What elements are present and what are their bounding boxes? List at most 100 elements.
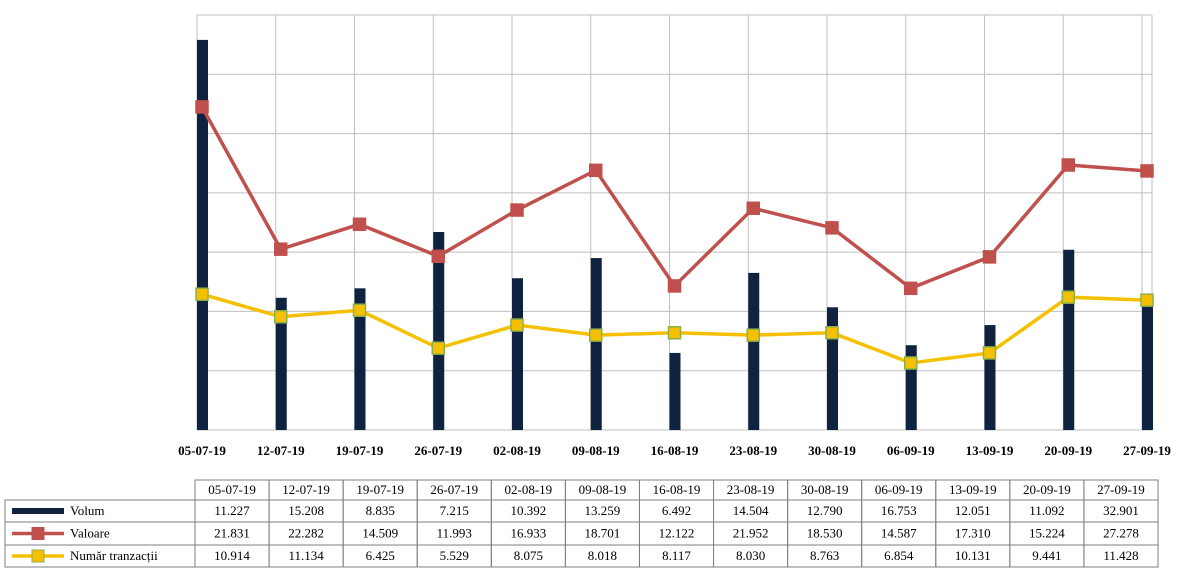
table-value: 14.509 bbox=[362, 525, 398, 540]
marker bbox=[431, 249, 445, 264]
table-value: 32.901 bbox=[1103, 503, 1139, 518]
bar bbox=[827, 307, 838, 430]
x-tick-label: 13-09-19 bbox=[966, 443, 1014, 458]
marker bbox=[589, 328, 603, 342]
table-value: 6.854 bbox=[884, 548, 914, 563]
table-value: 9.441 bbox=[1032, 548, 1061, 563]
table-value: 14.587 bbox=[881, 525, 917, 540]
x-tick-label: 20-09-19 bbox=[1044, 443, 1092, 458]
table-value: 5.529 bbox=[440, 548, 469, 563]
table-header: 09-08-19 bbox=[579, 482, 627, 497]
bar bbox=[1063, 249, 1075, 430]
table-value: 11.092 bbox=[1029, 503, 1064, 518]
marker bbox=[1140, 293, 1154, 307]
marker bbox=[431, 341, 445, 355]
x-tick-label: 06-09-19 bbox=[887, 443, 935, 458]
table-value: 11.993 bbox=[437, 525, 472, 540]
marker bbox=[1140, 164, 1154, 178]
marker bbox=[667, 279, 682, 293]
table-header: 12-07-19 bbox=[282, 482, 330, 497]
x-tick-label: 09-08-19 bbox=[572, 443, 620, 458]
bar bbox=[984, 325, 996, 430]
table-value: 11.428 bbox=[1103, 548, 1138, 563]
table-value: 15.208 bbox=[288, 503, 324, 518]
table-value: 8.075 bbox=[514, 548, 543, 563]
table-header: 13-09-19 bbox=[949, 482, 997, 497]
marker bbox=[904, 356, 918, 370]
x-tick-label: 30-08-19 bbox=[808, 443, 856, 458]
bar bbox=[748, 272, 760, 430]
marker bbox=[1061, 158, 1075, 172]
table-value: 8.763 bbox=[810, 548, 839, 563]
marker bbox=[982, 346, 997, 360]
marker bbox=[274, 310, 288, 324]
table-value: 21.952 bbox=[733, 525, 769, 540]
bar bbox=[275, 297, 287, 430]
marker bbox=[589, 163, 603, 178]
legend-marker bbox=[31, 549, 45, 563]
table-header: 30-08-19 bbox=[801, 482, 849, 497]
table-value: 10.914 bbox=[214, 548, 250, 563]
bar bbox=[433, 231, 445, 430]
x-tick-label: 19-07-19 bbox=[336, 443, 384, 458]
table-value: 8.835 bbox=[366, 503, 395, 518]
table-header: 26-07-19 bbox=[430, 482, 478, 497]
marker bbox=[274, 242, 288, 256]
table-header: 20-09-19 bbox=[1023, 482, 1071, 497]
marker bbox=[746, 201, 760, 216]
table-header: 06-09-19 bbox=[875, 482, 923, 497]
bar bbox=[1142, 297, 1153, 430]
table-value: 6.492 bbox=[662, 503, 691, 518]
table-value: 13.259 bbox=[585, 503, 621, 518]
table-value: 10.131 bbox=[955, 548, 991, 563]
table-value: 21.831 bbox=[214, 525, 250, 540]
bar bbox=[590, 258, 602, 430]
marker bbox=[1061, 290, 1075, 304]
bar bbox=[669, 352, 681, 430]
table-value: 17.310 bbox=[955, 525, 991, 540]
table-header: 16-08-19 bbox=[653, 482, 701, 497]
x-tick-label: 26-07-19 bbox=[414, 443, 462, 458]
table-value: 12.051 bbox=[955, 503, 991, 518]
table-value: 27.278 bbox=[1103, 525, 1139, 540]
table-value: 10.392 bbox=[510, 503, 546, 518]
table-cell bbox=[1083, 544, 1159, 568]
table-value: 11.134 bbox=[288, 548, 324, 563]
table-header: 19-07-19 bbox=[356, 482, 404, 497]
table-value: 11.227 bbox=[214, 503, 250, 518]
marker bbox=[510, 203, 524, 217]
legend-label: Număr tranzacții bbox=[70, 548, 158, 563]
marker bbox=[195, 287, 209, 301]
legend-label: Valoare bbox=[70, 525, 110, 540]
table-header: 05-07-19 bbox=[208, 482, 256, 497]
marker bbox=[352, 303, 367, 317]
x-tick-label: 05-07-19 bbox=[178, 443, 226, 458]
x-tick-label: 27-09-19 bbox=[1123, 443, 1171, 458]
table-value: 18.530 bbox=[807, 525, 843, 540]
x-tick-label: 02-08-19 bbox=[493, 443, 541, 458]
table-value: 12.122 bbox=[659, 525, 695, 540]
line bbox=[200, 106, 1148, 291]
x-tick-label: 12-07-19 bbox=[257, 443, 305, 458]
marker bbox=[825, 326, 839, 340]
table-value: 16.753 bbox=[881, 503, 917, 518]
legend-label: Volum bbox=[70, 503, 104, 518]
bar bbox=[512, 278, 523, 430]
legend-swatch bbox=[12, 508, 64, 514]
table-value: 14.504 bbox=[733, 503, 769, 518]
table-value: 12.790 bbox=[807, 503, 843, 518]
table-header: 02-08-19 bbox=[505, 482, 553, 497]
table-value: 18.701 bbox=[585, 525, 621, 540]
table-value: 15.224 bbox=[1029, 525, 1065, 540]
bar bbox=[354, 288, 366, 430]
table-value: 16.933 bbox=[510, 525, 546, 540]
table-header: 23-08-19 bbox=[727, 482, 775, 497]
marker bbox=[510, 318, 524, 332]
marker bbox=[195, 100, 209, 114]
table-header: 27-09-19 bbox=[1097, 482, 1145, 497]
table-value: 6.425 bbox=[366, 548, 395, 563]
x-tick-label: 16-08-19 bbox=[651, 443, 699, 458]
table-value: 8.030 bbox=[736, 548, 765, 563]
marker bbox=[904, 281, 918, 296]
